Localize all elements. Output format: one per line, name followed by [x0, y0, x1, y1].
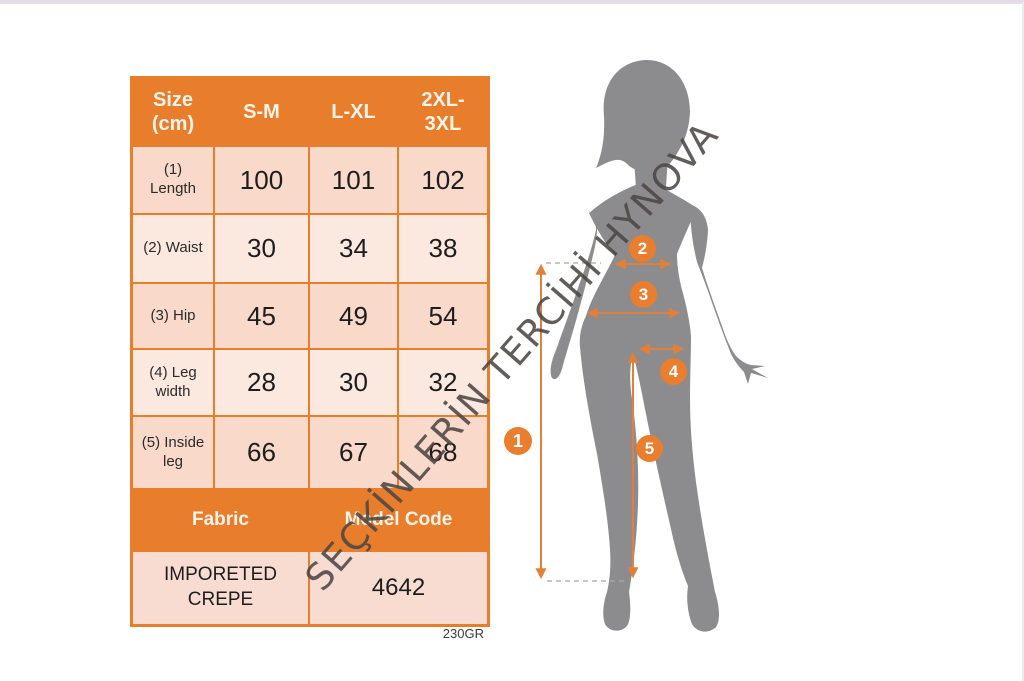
table-cell: 68	[399, 417, 487, 488]
table-header-sm: S-M	[215, 79, 308, 145]
table-cell: 38	[399, 215, 487, 282]
measurement-marker-4: 4	[660, 358, 687, 385]
dashed-reference-lines	[546, 262, 627, 582]
model-code-header: Model Code	[310, 490, 487, 550]
cell-value: 30	[339, 367, 368, 397]
model-code-value: 4642	[310, 552, 487, 624]
cell-value: 67	[339, 437, 368, 467]
row-label-text: (2) Waist	[143, 239, 203, 257]
cell-value: 101	[331, 164, 376, 195]
table-header-2xl3xl: 2XL-3XL	[399, 79, 487, 145]
header-label: Size (cm)	[151, 89, 195, 135]
row-label-text: (4) Leg width	[149, 363, 197, 400]
size-table: Size (cm) S-M L-XL 2XL-3XL (1) Length 10…	[130, 76, 490, 627]
row-label-waist: (2) Waist	[133, 215, 213, 282]
cell-value: 68	[428, 437, 458, 467]
cell-value: 45	[247, 300, 276, 331]
cell-value: 102	[421, 164, 465, 195]
fabric-header-label: Fabric	[191, 509, 250, 530]
table-cell: 66	[215, 417, 308, 488]
table-cell: 32	[399, 350, 487, 415]
table-cell: 67	[310, 417, 397, 488]
fabric-value-text: IMPORETED CREPE	[164, 564, 277, 610]
cell-value: 32	[428, 367, 458, 397]
marker-number: 2	[637, 238, 648, 258]
row-label-leg-width: (4) Leg width	[133, 350, 213, 415]
row-label-text: (1) Length	[150, 161, 196, 197]
measurement-marker-3: 3	[630, 281, 657, 308]
table-cell: 45	[215, 284, 308, 348]
header-label: S-M	[243, 101, 280, 123]
cell-value: 34	[339, 233, 368, 263]
table-header-size: Size (cm)	[133, 79, 213, 145]
cell-value: 38	[428, 233, 458, 263]
cell-value: 54	[428, 300, 458, 331]
measurement-marker-1: 1	[504, 427, 532, 455]
row-label-length: (1) Length	[133, 147, 213, 213]
measurement-marker-2: 2	[629, 235, 656, 262]
table-cell: 102	[399, 147, 487, 213]
marker-number: 3	[638, 284, 649, 304]
fabric-header: Fabric	[133, 490, 308, 550]
table-cell: 49	[310, 284, 397, 348]
table-cell: 28	[215, 350, 308, 415]
cell-value: 66	[247, 437, 276, 467]
body-measurement-diagram	[535, 59, 768, 632]
marker-number: 1	[512, 430, 523, 451]
measurement-marker-5: 5	[636, 435, 663, 462]
table-cell: 34	[310, 215, 397, 282]
header-label: L-XL	[331, 101, 376, 123]
row-label-text: (3) Hip	[150, 306, 196, 324]
cell-value: 28	[247, 367, 276, 397]
fabric-value: IMPORETED CREPE	[133, 552, 308, 624]
row-label-inside-leg: (5) Inside leg	[133, 417, 213, 488]
row-label-hip: (3) Hip	[133, 284, 213, 348]
table-cell: 30	[215, 215, 308, 282]
female-silhouette-icon	[550, 59, 768, 632]
marker-number: 5	[644, 438, 655, 458]
table-cell: 101	[310, 147, 397, 213]
cell-value: 30	[247, 233, 276, 263]
model-code-header-label: Model Code	[344, 509, 453, 530]
table-header-lxl: L-XL	[310, 79, 397, 145]
header-label: 2XL-3XL	[421, 89, 465, 135]
weight-note: 230GR	[442, 626, 484, 641]
table-cell: 100	[215, 147, 308, 213]
row-label-text: (5) Inside leg	[141, 433, 205, 470]
table-cell: 30	[310, 350, 397, 415]
model-code-value-text: 4642	[371, 574, 426, 601]
table-cell: 54	[399, 284, 487, 348]
marker-number: 4	[668, 361, 679, 381]
measurement-arrows	[535, 258, 685, 580]
cell-value: 49	[339, 300, 368, 331]
cell-value: 100	[239, 164, 284, 195]
